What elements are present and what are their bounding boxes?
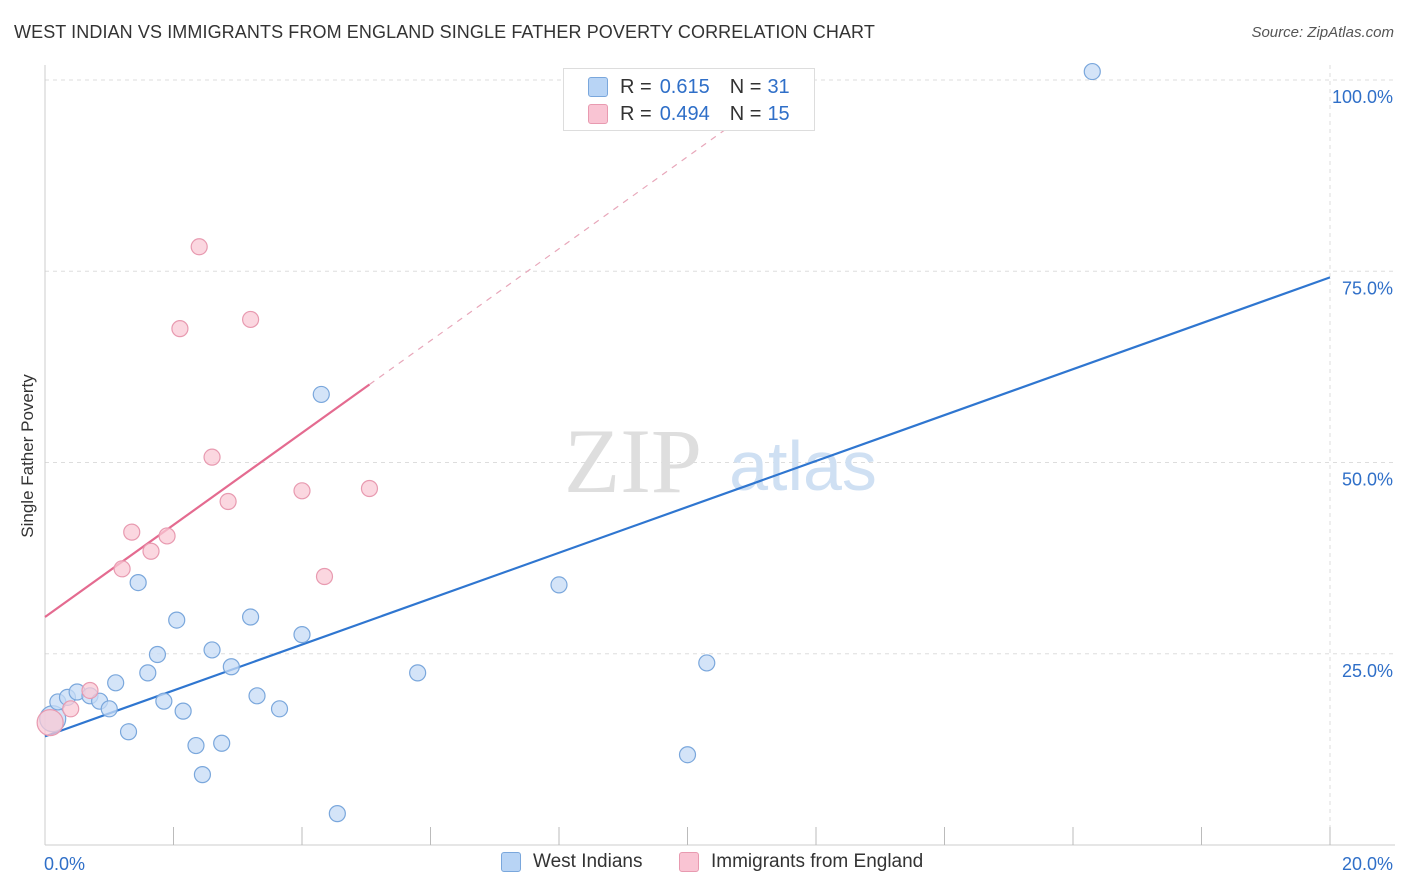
west-indians-point	[222, 658, 240, 676]
west-indians-point	[248, 687, 266, 705]
immigrants-england-point	[219, 492, 237, 511]
immigrants-england-trend-line	[44, 383, 371, 618]
west-indians-point	[168, 611, 186, 629]
west-indians-point	[187, 736, 205, 755]
watermark-zip: ZIP	[564, 410, 702, 512]
immigrants-england-point	[203, 448, 221, 466]
west-indians-point	[100, 700, 118, 718]
west-indians-point	[155, 692, 173, 710]
immigrants-england-point	[62, 700, 80, 718]
immigrants-england-point	[171, 320, 189, 338]
west-indians-point	[213, 734, 231, 752]
west-indians-point	[312, 385, 330, 404]
legend-n-label: N =	[729, 102, 762, 125]
series-legend: West Indians Immigrants from England	[0, 851, 1406, 877]
west-indians-point	[148, 645, 167, 664]
y-tick-label: 75.0%	[1342, 278, 1393, 298]
grid-layer	[45, 65, 1395, 845]
legend-r-value: 0.615	[659, 75, 710, 98]
legend-swatch-immigrants-england	[588, 104, 608, 124]
chart-title: WEST INDIAN VS IMMIGRANTS FROM ENGLAND S…	[14, 22, 875, 42]
immigrants-england-point	[158, 527, 176, 545]
source-label: Source: ZipAtlas.com	[1251, 24, 1394, 41]
west-indians-point	[328, 805, 346, 823]
legend-row-immigrants-england: R = 0.494 N = 15	[588, 102, 790, 126]
points-layer	[36, 62, 1101, 823]
immigrants-england-point	[113, 560, 131, 578]
legend-row-west-indians: R = 0.615 N = 31	[588, 75, 790, 99]
legend-swatch-west-indians	[501, 852, 521, 872]
immigrants-england-point	[81, 681, 99, 700]
legend-swatch-immigrants-england	[679, 852, 699, 872]
west-indians-point	[409, 664, 427, 682]
y-tick-label: 50.0%	[1342, 470, 1393, 490]
west-indians-point	[242, 608, 260, 626]
immigrants-england-point	[293, 482, 311, 500]
west-indians-point	[107, 674, 125, 692]
west-indians-point	[129, 574, 147, 592]
immigrants-england-point	[142, 542, 160, 560]
y-tick-label: 25.0%	[1342, 661, 1393, 681]
x-tick-label: 20.0%	[1342, 854, 1393, 874]
west-indians-point	[119, 723, 138, 741]
trend-lines-layer	[44, 91, 1331, 738]
immigrants-england-point	[360, 479, 379, 498]
legend-label-west-indians: West Indians	[533, 851, 643, 872]
legend-item-west-indians[interactable]: West Indians	[501, 851, 642, 873]
west-indians-point	[270, 700, 289, 718]
immigrants-england-point	[315, 567, 334, 586]
axes-layer	[44, 65, 1395, 846]
immigrants-england-point	[242, 310, 260, 329]
watermark: ZIP atlas	[564, 410, 877, 512]
legend-label-immigrants-england: Immigrants from England	[711, 851, 924, 872]
west-indians-point	[550, 576, 568, 594]
immigrants-england-point	[190, 238, 208, 256]
y-tick-label: 100.0%	[1332, 87, 1393, 107]
west-indians-point	[1083, 62, 1101, 81]
west-indians-point	[203, 641, 221, 659]
west-indians-point	[698, 654, 716, 672]
legend-r-label: R =	[620, 75, 652, 98]
legend-swatch-west-indians	[588, 77, 608, 97]
west-indians-trend-line	[44, 276, 1331, 738]
legend-r-value: 0.494	[659, 102, 710, 125]
legend-n-value: 15	[767, 102, 790, 125]
correlation-legend: R = 0.615 N = 31 R = 0.494 N = 15	[563, 68, 815, 131]
tick-labels-layer: 25.0% 50.0% 75.0% 100.0% 0.0% 20.0%	[44, 87, 1393, 874]
legend-n-value: 31	[767, 75, 790, 98]
immigrants-england-trend-extension	[369, 91, 778, 385]
immigrants-england-point	[123, 523, 141, 541]
immigrants-england-point	[36, 708, 64, 737]
legend-item-immigrants-england[interactable]: Immigrants from England	[679, 851, 923, 873]
west-indians-point	[678, 746, 697, 764]
west-indians-point	[139, 664, 157, 682]
west-indians-point	[293, 626, 311, 644]
west-indians-point	[174, 702, 192, 720]
y-axis-title: Single Father Poverty	[18, 374, 37, 538]
west-indians-point	[193, 766, 212, 784]
x-tick-label: 0.0%	[44, 854, 85, 874]
legend-r-label: R =	[620, 102, 652, 125]
legend-n-label: N =	[729, 75, 762, 98]
